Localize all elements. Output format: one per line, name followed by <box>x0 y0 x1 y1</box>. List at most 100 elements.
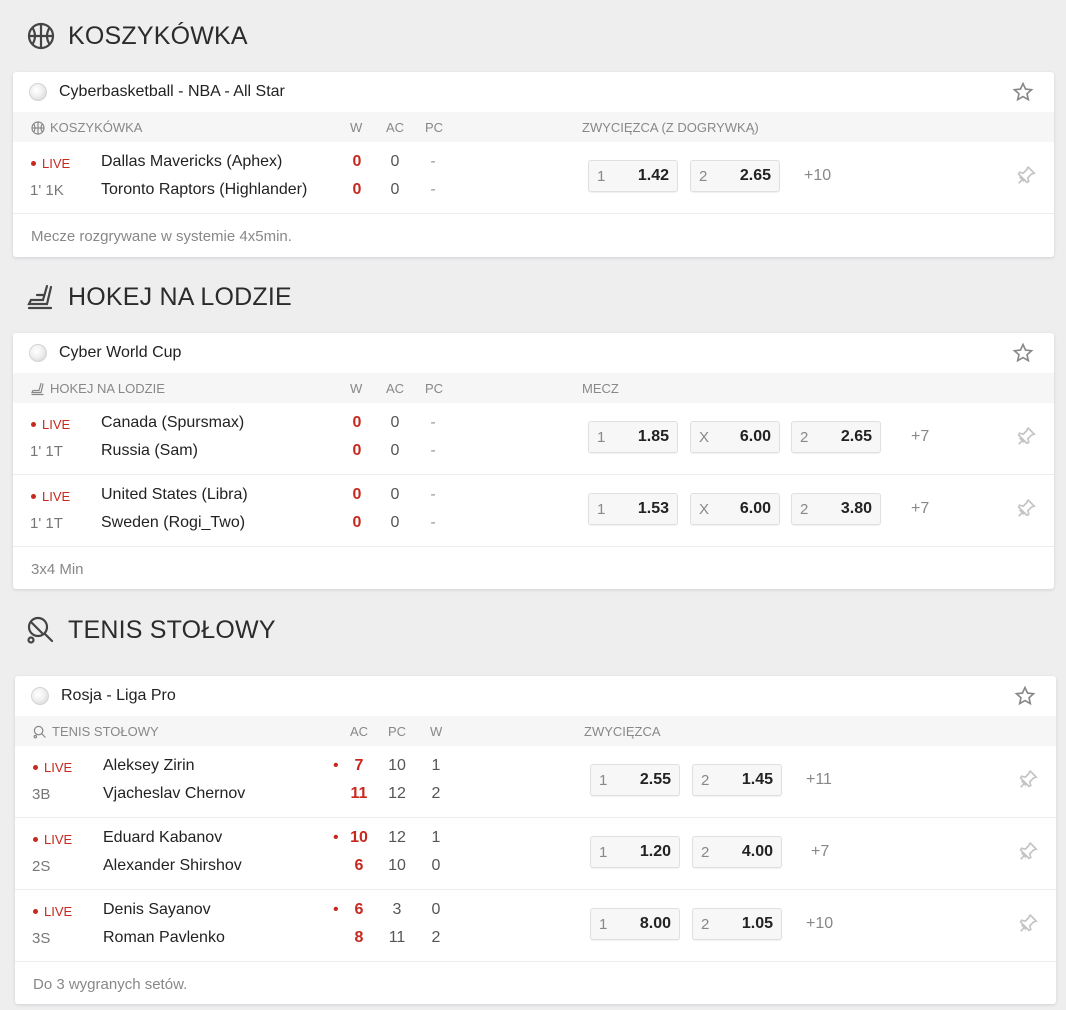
more-markets-link[interactable]: +11 <box>806 771 832 788</box>
pin-icon[interactable] <box>1017 840 1039 862</box>
pin-icon[interactable] <box>1017 912 1039 934</box>
odds-button-1[interactable]: 1 1.85 <box>588 421 678 453</box>
column-w: W <box>350 120 363 135</box>
odds-value: 2.55 <box>639 771 671 788</box>
column-w: W <box>350 381 363 396</box>
team-home[interactable]: Canada (Spursmax) <box>101 414 245 431</box>
basketball-icon <box>31 120 45 135</box>
odds-value: 1.53 <box>637 500 669 517</box>
pin-icon[interactable] <box>1017 768 1039 790</box>
odds-value: 6.00 <box>739 500 771 517</box>
pin-icon[interactable] <box>1015 497 1037 519</box>
score-home-ac: 0 <box>390 153 400 170</box>
player-home[interactable]: Denis Sayanov <box>103 901 211 918</box>
table-tennis-icon <box>33 725 46 738</box>
match-row[interactable]: LIVE 1' 1T Canada (Spursmax) Russia (Sam… <box>13 403 1054 475</box>
odds-button-2[interactable]: 2 2.65 <box>791 421 881 453</box>
odds-label: 1 <box>597 500 606 518</box>
odds-button-2[interactable]: 2 2.65 <box>690 160 780 192</box>
score-away-sets: 0 <box>431 857 441 874</box>
score-away-w: 0 <box>352 442 362 459</box>
ice-skate-icon <box>26 282 56 312</box>
favorite-star-icon[interactable] <box>1012 81 1034 103</box>
more-markets-link[interactable]: +10 <box>806 915 834 932</box>
column-pc: PC <box>388 724 407 739</box>
match-period: 3B <box>32 786 51 803</box>
odds-button-1[interactable]: 1 1.42 <box>588 160 678 192</box>
odds-button-x[interactable]: X 6.00 <box>690 493 780 525</box>
more-markets-link[interactable]: +7 <box>911 428 930 445</box>
odds-button-1[interactable]: 1 8.00 <box>590 908 680 940</box>
odds-button-2[interactable]: 2 1.05 <box>692 908 782 940</box>
score-away-pc: - <box>430 442 436 459</box>
table-tennis-icon <box>26 615 56 645</box>
live-badge: LIVE <box>33 760 72 775</box>
odds-button-2[interactable]: 2 3.80 <box>791 493 881 525</box>
globe-icon <box>29 344 47 362</box>
more-markets-link[interactable]: +7 <box>911 500 930 517</box>
column-header: HOKEJ NA LODZIE W AC PC MECZ <box>13 373 1054 403</box>
league-footer-note: Do 3 wygranych setów. <box>33 975 188 993</box>
odds-button-2[interactable]: 2 4.00 <box>692 836 782 868</box>
score-home-sets: 1 <box>431 829 441 846</box>
score-away-ac: 0 <box>390 442 400 459</box>
odds-label: 2 <box>701 771 710 789</box>
match-row[interactable]: LIVE 3S Denis Sayanov Roman Pavlenko • 6… <box>15 890 1056 962</box>
player-home[interactable]: Eduard Kabanov <box>103 829 223 846</box>
favorite-star-icon[interactable] <box>1014 685 1036 707</box>
league-header[interactable]: Rosja - Liga Pro <box>15 676 1056 716</box>
more-markets-link[interactable]: +10 <box>804 167 832 184</box>
odds-value: 8.00 <box>639 915 671 932</box>
team-away[interactable]: Toronto Raptors (Highlander) <box>101 181 308 198</box>
team-home[interactable]: United States (Libra) <box>101 486 248 503</box>
score-away-points: 8 <box>354 929 364 946</box>
match-row[interactable]: LIVE 2S Eduard Kabanov Alexander Shirsho… <box>15 818 1056 890</box>
match-row[interactable]: LIVE 3B Aleksey Zirin Vjacheslav Chernov… <box>15 746 1056 818</box>
player-away[interactable]: Roman Pavlenko <box>103 929 225 946</box>
player-home[interactable]: Aleksey Zirin <box>103 757 195 774</box>
league-name: Cyberbasketball - NBA - All Star <box>59 83 285 100</box>
odds-button-x[interactable]: X 6.00 <box>690 421 780 453</box>
score-home-points: 7 <box>354 757 364 774</box>
pin-icon[interactable] <box>1015 425 1037 447</box>
odds-label: X <box>699 500 710 518</box>
favorite-star-icon[interactable] <box>1012 342 1034 364</box>
league-header[interactable]: Cyber World Cup <box>13 333 1054 373</box>
score-home-pc: - <box>430 153 436 170</box>
more-markets-link[interactable]: +7 <box>811 843 830 860</box>
score-away-sets: 2 <box>431 785 441 802</box>
odds-button-1[interactable]: 1 1.20 <box>590 836 680 868</box>
live-badge: LIVE <box>31 156 70 171</box>
score-home-points: 6 <box>354 901 364 918</box>
score-home-games: 10 <box>388 757 406 774</box>
score-away-ac: 0 <box>390 514 400 531</box>
basketball-icon <box>26 21 56 51</box>
live-badge: LIVE <box>33 904 72 919</box>
odds-label: 2 <box>701 915 710 933</box>
odds-value: 2.65 <box>840 428 872 445</box>
odds-value: 4.00 <box>741 843 773 860</box>
match-row[interactable]: LIVE 1' 1K Dallas Mavericks (Aphex) Toro… <box>13 142 1054 214</box>
odds-label: 1 <box>599 771 608 789</box>
odds-button-1[interactable]: 1 1.53 <box>588 493 678 525</box>
league-header[interactable]: Cyberbasketball - NBA - All Star <box>13 72 1054 112</box>
match-period: 1' 1K <box>30 182 64 199</box>
pin-icon[interactable] <box>1015 164 1037 186</box>
score-away-points: 11 <box>350 785 368 802</box>
odds-label: 2 <box>701 843 710 861</box>
column-header: KOSZYKÓWKA W AC PC ZWYCIĘZCA (Z DOGRYWKĄ… <box>13 112 1054 142</box>
odds-button-2[interactable]: 2 1.45 <box>692 764 782 796</box>
odds-button-1[interactable]: 1 2.55 <box>590 764 680 796</box>
score-away-games: 11 <box>388 929 406 946</box>
score-home-games: 3 <box>392 901 402 918</box>
sport-header-basketball: KOSZYKÓWKA <box>26 18 248 54</box>
player-away[interactable]: Vjacheslav Chernov <box>103 785 246 802</box>
team-away[interactable]: Sweden (Rogi_Two) <box>101 514 246 531</box>
match-period: 2S <box>32 858 51 875</box>
player-away[interactable]: Alexander Shirshov <box>103 857 242 874</box>
odds-label: X <box>699 428 710 446</box>
match-row[interactable]: LIVE 1' 1T United States (Libra) Sweden … <box>13 475 1054 547</box>
score-away-sets: 2 <box>431 929 441 946</box>
team-home[interactable]: Dallas Mavericks (Aphex) <box>101 153 283 170</box>
team-away[interactable]: Russia (Sam) <box>101 442 198 459</box>
